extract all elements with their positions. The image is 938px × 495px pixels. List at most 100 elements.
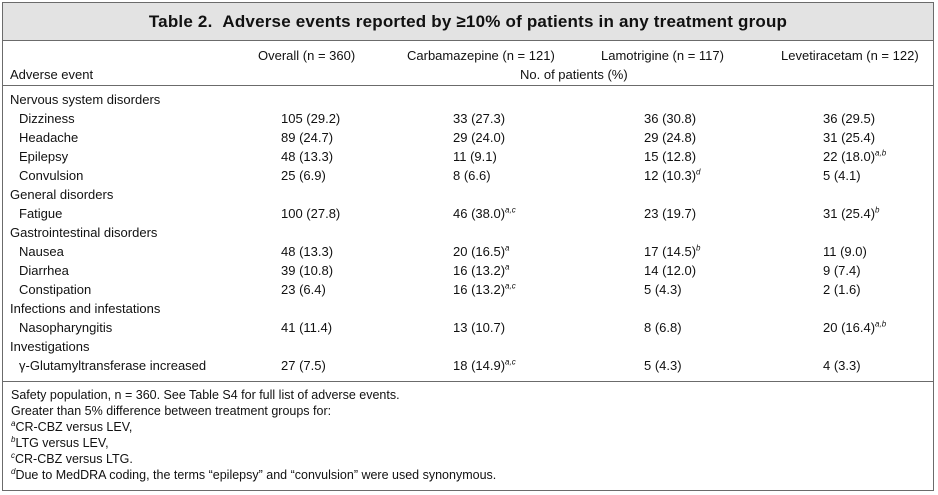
column-header-levetiracetam: Levetiracetam (n = 122): [781, 48, 919, 63]
footnote-text: Safety population, n = 360. See Table S4…: [11, 388, 400, 402]
adverse-event-label: Nasopharyngitis: [19, 320, 113, 335]
cell-lev: 2 (1.6): [823, 281, 861, 298]
adverse-event-label: Constipation: [19, 282, 92, 297]
cell-value: 11 (9.1): [453, 149, 497, 164]
adverse-event-label: γ-Glutamyltransferase increased: [19, 358, 207, 373]
footnote: dDue to MedDRA coding, the terms “epilep…: [11, 467, 496, 483]
column-header-carbamazepine: Carbamazepine (n = 121): [407, 48, 555, 63]
table-title: Table 2. Adverse events reported by ≥10%…: [3, 3, 933, 41]
cell-cbz: 8 (6.6): [453, 167, 491, 184]
cell-footnote-marker: a,c: [505, 281, 516, 291]
cell-value: 31 (25.4): [823, 130, 876, 145]
footnote-marker: d: [11, 466, 16, 476]
cell-ltg: 5 (4.3): [644, 357, 682, 374]
cell-footnote-marker: a: [505, 243, 510, 253]
cell-overall: 27 (7.5): [281, 357, 326, 374]
cell-lev: 22 (18.0)a,b: [823, 148, 886, 165]
cell-value: 17 (14.5): [644, 244, 697, 259]
cell-ltg: 5 (4.3): [644, 281, 682, 298]
cell-lev: 4 (3.3): [823, 357, 861, 374]
cell-value: 23 (19.7): [644, 206, 697, 221]
column-header-overall: Overall (n = 360): [258, 48, 356, 63]
cell-overall: 105 (29.2): [281, 110, 340, 127]
cell-value: 33 (27.3): [453, 111, 506, 126]
footer-rule: [3, 381, 933, 382]
adverse-event-label: Fatigue: [19, 206, 63, 221]
cell-ltg: 36 (30.8): [644, 110, 696, 127]
cell-footnote-marker: a,c: [505, 357, 516, 367]
category-label: Nervous system disorders: [10, 92, 161, 107]
adverse-event-label: Nausea: [19, 244, 64, 259]
adverse-event-label: Dizziness: [19, 111, 75, 126]
category-label: Investigations: [10, 339, 90, 354]
cell-footnote-marker: a,c: [505, 205, 516, 215]
cell-value: 39 (10.8): [281, 263, 334, 278]
cell-cbz: 20 (16.5)a: [453, 243, 510, 260]
cell-ltg: 8 (6.8): [644, 319, 682, 336]
cell-value: 46 (38.0): [453, 206, 506, 221]
cell-cbz: 11 (9.1): [453, 148, 497, 165]
cell-value: 36 (30.8): [644, 111, 697, 126]
cell-value: 18 (14.9): [453, 358, 506, 373]
cell-cbz: 16 (13.2)a: [453, 262, 510, 279]
cell-value: 105 (29.2): [281, 111, 341, 126]
category-label: General disorders: [10, 187, 114, 202]
cell-value: 9 (7.4): [823, 263, 861, 278]
cell-ltg: 12 (10.3)d: [644, 167, 701, 184]
cell-value: 8 (6.6): [453, 168, 491, 183]
footnote: bLTG versus LEV,: [11, 435, 109, 451]
cell-cbz: 13 (10.7): [453, 319, 505, 336]
cell-ltg: 17 (14.5)b: [644, 243, 701, 260]
cell-value: 11 (9.0): [823, 244, 867, 259]
cell-ltg: 23 (19.7): [644, 205, 696, 222]
cell-value: 31 (25.4): [823, 206, 876, 221]
cell-value: 89 (24.7): [281, 130, 334, 145]
cell-value: 20 (16.4): [823, 320, 876, 335]
cell-lev: 9 (7.4): [823, 262, 861, 279]
cell-overall: 100 (27.8): [281, 205, 340, 222]
cell-value: 5 (4.1): [823, 168, 861, 183]
adverse-event-label: Headache: [19, 130, 79, 145]
footnote-marker: a: [11, 418, 16, 428]
cell-value: 41 (11.4): [281, 320, 333, 335]
table-title-label: Table: [148, 11, 193, 31]
cell-footnote-marker: b: [696, 243, 701, 253]
cell-value: 48 (13.3): [281, 149, 334, 164]
table-title-number: 2.: [197, 11, 213, 31]
footnote-text: CR-CBZ versus LTG.: [15, 452, 133, 466]
cell-value: 14 (12.0): [644, 263, 697, 278]
cell-value: 13 (10.7): [453, 320, 506, 335]
footnote-text: Greater than 5% difference between treat…: [11, 404, 332, 418]
cell-value: 8 (6.8): [644, 320, 682, 335]
cell-value: 5 (4.3): [644, 282, 682, 297]
cell-value: 5 (4.3): [644, 358, 682, 373]
cell-overall: 25 (6.9): [281, 167, 326, 184]
cell-value: 2 (1.6): [823, 282, 861, 297]
cell-value: 16 (13.2): [453, 263, 506, 278]
cell-ltg: 15 (12.8): [644, 148, 696, 165]
cell-value: 23 (6.4): [281, 282, 326, 297]
footnote-text: Due to MedDRA coding, the terms “epileps…: [15, 468, 497, 482]
cell-cbz: 29 (24.0): [453, 129, 505, 146]
cell-value: 27 (7.5): [281, 358, 326, 373]
cell-value: 29 (24.8): [644, 130, 697, 145]
footnote-marker: c: [11, 450, 15, 460]
cell-cbz: 33 (27.3): [453, 110, 505, 127]
cell-lev: 36 (29.5): [823, 110, 875, 127]
cell-overall: 23 (6.4): [281, 281, 326, 298]
cell-lev: 31 (25.4): [823, 129, 875, 146]
cell-lev: 20 (16.4)a,b: [823, 319, 886, 336]
cell-value: 20 (16.5): [453, 244, 506, 259]
cell-footnote-marker: b: [875, 205, 880, 215]
adverse-event-label: Diarrhea: [19, 263, 69, 278]
footnote: cCR-CBZ versus LTG.: [11, 451, 133, 467]
cell-value: 22 (18.0): [823, 149, 876, 164]
footnote-marker: b: [11, 434, 16, 444]
cell-cbz: 16 (13.2)a,c: [453, 281, 516, 298]
cell-value: 29 (24.0): [453, 130, 506, 145]
footnote: Greater than 5% difference between treat…: [11, 403, 331, 419]
cell-overall: 48 (13.3): [281, 148, 333, 165]
footnote: aCR-CBZ versus LEV,: [11, 419, 132, 435]
cell-overall: 48 (13.3): [281, 243, 333, 260]
